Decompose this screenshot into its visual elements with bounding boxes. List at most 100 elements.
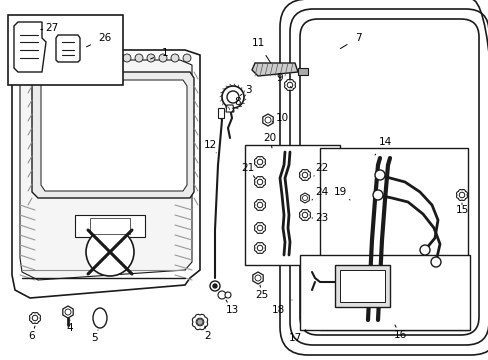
Text: 25: 25 [255,285,268,300]
Bar [299,255,469,330]
Polygon shape [254,157,265,167]
Text: 14: 14 [374,137,391,155]
Bar [319,148,467,330]
Circle shape [458,192,464,198]
Circle shape [213,284,217,288]
Bar [90,218,130,234]
Circle shape [99,54,107,62]
Circle shape [32,315,38,321]
Text: 19: 19 [333,187,349,200]
Text: 20: 20 [263,133,276,148]
Bar [244,145,339,265]
Text: 26: 26 [86,33,111,47]
Circle shape [257,202,262,208]
Circle shape [302,195,307,201]
Text: 21: 21 [241,163,254,178]
Polygon shape [218,108,224,118]
Polygon shape [254,176,265,188]
Text: 10: 10 [271,113,288,123]
Text: 18: 18 [271,300,291,315]
Circle shape [257,179,262,185]
Polygon shape [14,22,46,72]
Circle shape [257,225,262,231]
Polygon shape [254,243,265,253]
Circle shape [63,54,71,62]
Circle shape [197,319,203,325]
Circle shape [86,228,134,276]
Circle shape [111,54,119,62]
Polygon shape [299,170,310,180]
Polygon shape [252,272,263,284]
Circle shape [302,172,307,178]
Polygon shape [225,105,234,112]
Polygon shape [20,60,192,280]
Circle shape [218,291,225,299]
Circle shape [196,318,203,326]
Polygon shape [12,50,200,298]
Circle shape [135,54,142,62]
Circle shape [147,54,155,62]
Text: 13: 13 [225,300,238,315]
Text: 15: 15 [454,203,468,215]
Text: 8: 8 [231,97,241,112]
Text: 4: 4 [66,320,73,333]
Text: 22: 22 [313,163,328,176]
Circle shape [87,54,95,62]
Circle shape [257,159,262,165]
Circle shape [51,54,59,62]
Circle shape [209,281,220,291]
Polygon shape [56,35,80,62]
Circle shape [257,245,262,251]
Circle shape [75,54,83,62]
Text: 27: 27 [41,23,59,33]
Text: 12: 12 [203,140,216,153]
Polygon shape [262,114,273,126]
Polygon shape [284,80,295,90]
Polygon shape [251,63,297,76]
Circle shape [65,309,71,315]
Circle shape [226,91,239,103]
Circle shape [183,54,191,62]
Polygon shape [62,306,73,318]
Polygon shape [254,199,265,211]
Circle shape [123,54,131,62]
Text: 5: 5 [92,330,98,343]
Text: 2: 2 [204,326,211,341]
Circle shape [159,54,167,62]
Ellipse shape [93,308,107,328]
Text: 9: 9 [276,73,291,88]
Text: 7: 7 [340,33,361,49]
Text: 24: 24 [311,187,328,200]
Bar [75,215,145,237]
Circle shape [224,292,230,298]
Bar [339,270,384,302]
Polygon shape [192,314,207,330]
Text: 17: 17 [288,330,305,343]
Polygon shape [300,193,309,203]
Circle shape [372,190,382,200]
Circle shape [254,275,261,281]
Polygon shape [29,312,41,323]
Polygon shape [41,80,186,191]
Circle shape [302,212,307,218]
Circle shape [222,86,244,108]
Polygon shape [297,68,307,75]
Text: 11: 11 [251,38,270,63]
Circle shape [171,54,179,62]
Circle shape [264,117,270,123]
Polygon shape [32,72,194,198]
Text: 23: 23 [311,213,328,223]
Text: 3: 3 [240,85,251,95]
Polygon shape [456,190,467,201]
Circle shape [374,170,384,180]
Circle shape [419,245,429,255]
Bar [8,15,123,85]
Text: 6: 6 [29,326,35,341]
Text: 1: 1 [150,48,168,59]
Text: 16: 16 [392,325,406,340]
Bar [334,265,389,307]
Circle shape [286,82,292,88]
Circle shape [430,257,440,267]
Polygon shape [254,222,265,233]
Polygon shape [299,210,310,220]
